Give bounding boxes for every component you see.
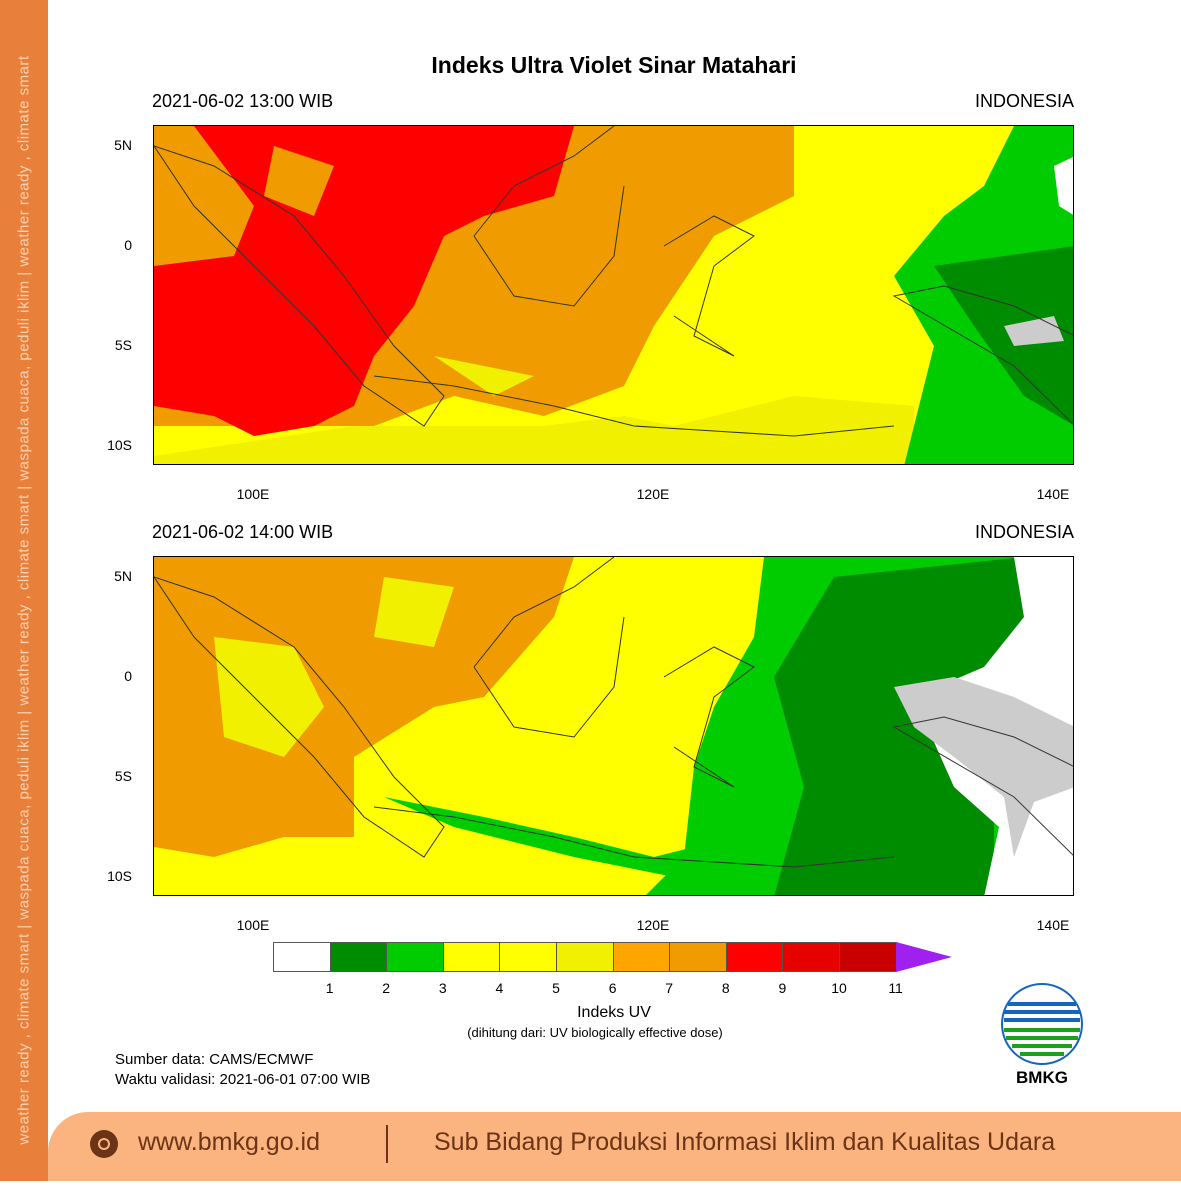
footer-unit: Sub Bidang Produksi Informasi Iklim dan … [434,1128,1056,1156]
validity-time: Waktu validasi: 2021-06-01 07:00 WIB [115,1071,371,1088]
colorbar-cell [499,942,557,972]
colorbar-label: 9 [778,980,787,996]
lat-tick: 10S [107,437,132,453]
colorbar-label: 8 [721,980,730,996]
panel-1-region: INDONESIA [974,91,1074,111]
colorbar-label: 6 [608,980,617,996]
panel-1-datetime: 2021-06-02 13:00 WIB [152,91,334,111]
lon-tick: 140E [1036,917,1070,933]
colorbar-arrow [895,942,952,972]
colorbar-label: 11 [888,980,903,996]
lat-tick: 0 [124,237,132,253]
lon-tick: 140E [1036,486,1070,502]
lat-tick: 5S [114,337,132,353]
panel-2-region: INDONESIA [974,522,1074,542]
colorbar-cell [442,942,501,972]
lat-tick: 0 [124,668,132,684]
data-source: Sumber data: CAMS/ECMWF [115,1051,314,1068]
website-link[interactable]: www.bmkg.go.id [138,1128,321,1156]
colorbar-cell [725,942,784,972]
lat-tick: 10S [107,868,132,884]
page-title: Indeks Ultra Violet Sinar Matahari [431,52,797,78]
colorbar-label: 3 [438,980,447,996]
colorbar-subtitle: (dihitung dari: UV biologically effectiv… [467,1025,723,1040]
colorbar-label: 10 [831,980,847,996]
colorbar-cell [273,942,331,972]
lat-tick: 5N [114,568,132,584]
colorbar-title: Indeks UV [577,1004,651,1021]
colorbar-label: 2 [382,980,391,996]
colorbar-cell [329,942,388,972]
uv-map-1300 [153,125,1074,465]
lon-tick: 100E [236,917,270,933]
lon-tick: 120E [636,486,670,502]
colorbar-cell [782,942,840,972]
colorbar-cell [839,942,897,972]
colorbar-label: 4 [495,980,504,996]
lat-tick: 5S [114,768,132,784]
bmkg-logo [1001,983,1083,1065]
colorbar-cell [669,942,727,972]
uv-map-1400 [153,556,1074,896]
colorbar-label: 5 [552,980,560,996]
globe-icon [90,1130,118,1158]
colorbar-cell [612,942,671,972]
footer [48,1112,1181,1181]
sidebar-strip: weather ready , climate smart | waspada … [0,0,48,1181]
bmkg-logo-text: BMKG [1016,1068,1068,1087]
colorbar-cell [556,942,614,972]
colorbar-cell [386,942,444,972]
lat-tick: 5N [114,137,132,153]
colorbar-label: 7 [665,980,674,996]
footer-divider [386,1125,388,1163]
colorbar-label: 1 [325,980,334,996]
lon-tick: 100E [236,486,270,502]
lon-tick: 120E [636,917,670,933]
panel-2-datetime: 2021-06-02 14:00 WIB [152,522,334,542]
